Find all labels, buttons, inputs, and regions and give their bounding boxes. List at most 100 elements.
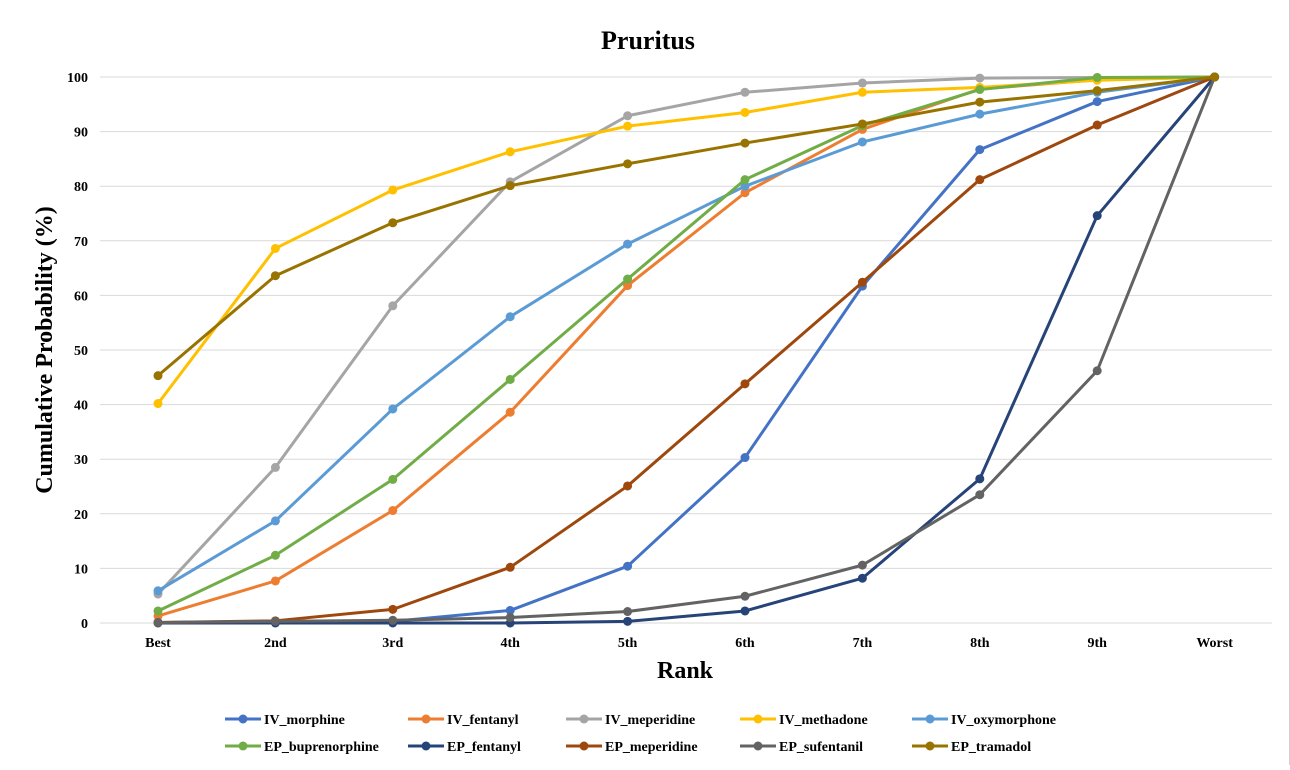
data-point: [153, 399, 163, 409]
legend-item: IV_fentanyl: [408, 713, 519, 728]
legend-label: EP_fentanyl: [447, 740, 521, 755]
data-point: [740, 591, 750, 601]
data-point: [153, 617, 163, 627]
y-axis-title: Cumulative Probability (%): [32, 206, 58, 494]
data-point: [1092, 366, 1102, 376]
data-point: [975, 85, 985, 95]
legend-item: EP_sufentanil: [740, 740, 863, 755]
data-point: [975, 175, 985, 185]
data-point: [153, 606, 163, 616]
legend-label: IV_fentanyl: [447, 713, 519, 728]
data-point: [857, 277, 867, 287]
data-point: [857, 119, 867, 129]
legend-label: IV_morphine: [264, 713, 345, 728]
legend-item: EP_buprenorphine: [225, 740, 379, 755]
legend-label: IV_methadone: [779, 713, 868, 728]
data-point: [623, 481, 633, 491]
data-point: [857, 87, 867, 97]
legend-swatch-marker: [238, 714, 248, 724]
data-point: [153, 586, 163, 596]
data-point: [740, 606, 750, 616]
data-point: [975, 97, 985, 107]
x-tick-label: 8th: [970, 636, 990, 651]
data-point: [388, 301, 398, 311]
data-point: [270, 550, 280, 560]
series-line: [157, 76, 1216, 624]
legend-label: EP_sufentanil: [779, 740, 863, 755]
legend-label: IV_oxymorphone: [951, 713, 1056, 728]
series-line: [156, 75, 1215, 596]
data-point: [740, 379, 750, 389]
data-point: [975, 474, 985, 484]
legend-item: IV_methadone: [740, 713, 868, 728]
data-point: [740, 175, 750, 185]
x-tick-label: 7th: [853, 636, 873, 651]
legend-swatch-marker: [579, 741, 589, 751]
data-point: [505, 312, 515, 322]
data-point: [975, 73, 985, 83]
chart-title: Pruritus: [601, 26, 695, 55]
legend-label: EP_tramadol: [951, 740, 1031, 755]
data-point: [857, 78, 867, 88]
data-point: [1092, 97, 1102, 107]
data-point: [1210, 72, 1220, 82]
data-point: [270, 576, 280, 586]
legend-swatch-marker: [925, 714, 935, 724]
legend-swatch-marker: [421, 741, 431, 751]
legend-item: IV_meperidine: [566, 713, 695, 728]
series-IV_meperidine: [153, 72, 1220, 599]
legend-label: EP_buprenorphine: [264, 740, 379, 755]
data-point: [975, 109, 985, 119]
series-IV_oxymorphone: [153, 72, 1220, 596]
y-tick-label: 60: [74, 289, 88, 304]
legend-item: IV_morphine: [225, 713, 345, 728]
legend-swatch-marker: [753, 714, 763, 724]
data-point: [975, 490, 985, 500]
y-tick-label: 70: [74, 235, 88, 250]
data-point: [623, 121, 633, 131]
data-point: [740, 87, 750, 97]
data-point: [623, 561, 633, 571]
y-tick-label: 10: [74, 562, 88, 577]
legend-swatch-marker: [238, 741, 248, 751]
legend-swatch-marker: [753, 741, 763, 751]
data-point: [505, 147, 515, 157]
data-point: [1092, 120, 1102, 130]
data-point: [1092, 86, 1102, 96]
legend-item: EP_meperidine: [566, 740, 698, 755]
data-point: [270, 271, 280, 281]
legend-swatch-marker: [421, 714, 431, 724]
series-lines: [153, 72, 1220, 628]
y-tick-label: 50: [74, 344, 88, 359]
legend-item: EP_tramadol: [912, 740, 1031, 755]
x-tick-label: 6th: [735, 636, 755, 651]
x-axis-ticks: Best 2nd 3rd 4th 5th 6th 7th 8th 9th Worst: [145, 636, 1233, 651]
data-point: [975, 145, 985, 155]
data-point: [388, 615, 398, 625]
legend-label: IV_meperidine: [605, 713, 695, 728]
data-point: [505, 181, 515, 191]
data-point: [740, 107, 750, 117]
legend-item: EP_fentanyl: [408, 740, 521, 755]
legend: IV_morphine IV_fentanyl IV_meperidine IV_me…: [225, 713, 1056, 755]
data-point: [388, 404, 398, 414]
data-point: [623, 239, 633, 249]
data-point: [623, 281, 633, 291]
data-point: [388, 474, 398, 484]
data-point: [153, 371, 163, 381]
legend-swatch-marker: [925, 741, 935, 751]
data-point: [388, 506, 398, 516]
data-point: [505, 407, 515, 417]
data-point: [505, 613, 515, 623]
x-axis-title: Rank: [657, 658, 714, 684]
x-tick-label: 2nd: [264, 636, 287, 651]
data-point: [505, 562, 515, 572]
data-point: [270, 243, 280, 253]
series-line: [157, 75, 1216, 624]
data-point: [388, 185, 398, 195]
data-point: [270, 462, 280, 472]
series-line: [157, 75, 1215, 613]
data-point: [505, 605, 515, 615]
y-tick-label: 90: [74, 126, 88, 141]
data-point: [505, 374, 515, 384]
